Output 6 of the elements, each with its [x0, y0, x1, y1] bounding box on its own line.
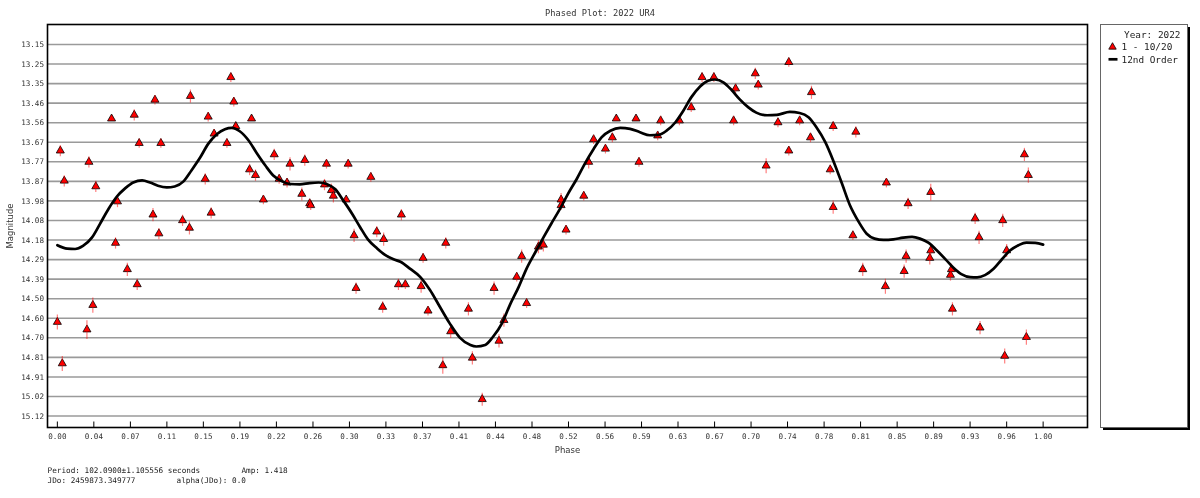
chart-title: Phased Plot: 2022 UR4: [545, 7, 655, 18]
legend-label: 1 - 10/20: [1121, 41, 1173, 53]
legend-title: Year: 2022: [1124, 29, 1181, 40]
x-axis-title: Phase: [554, 445, 581, 455]
legend-label: 12nd Order: [1121, 53, 1179, 65]
y-axis-title: Magnitude: [5, 203, 15, 249]
